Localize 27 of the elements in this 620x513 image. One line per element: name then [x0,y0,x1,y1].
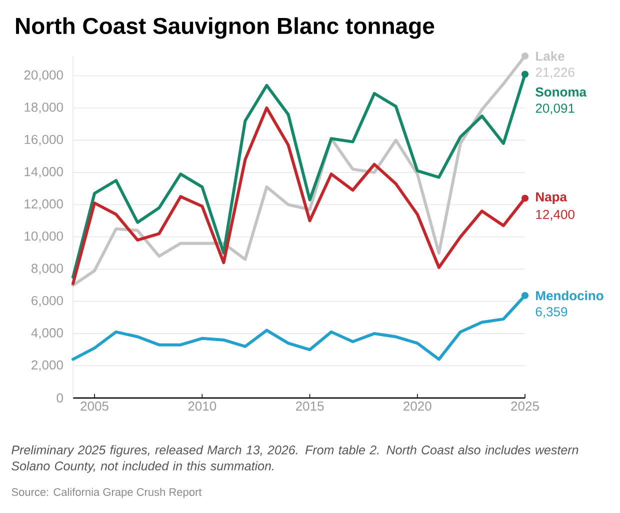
y-tick-label: 6,000 [32,296,63,307]
y-tick-label: 12,000 [24,199,63,210]
y-tick-label: 2,000 [32,360,63,372]
x-tick-label: 2015 [296,402,324,411]
x-tick-label: 2025 [511,402,539,411]
data-label: 6,359 [536,307,568,318]
x-tick-label: 2010 [188,402,216,411]
text: Preliminary 2025 figures, released March 13, 2026. From table 2. North Coast also includes western Solano County, not included in this summation. [12,445,578,473]
source-note: Source: California Grape Crush Report [12,488,202,498]
y-tick-label: 18,000 [24,102,63,114]
y-tick-label: 8,000 [32,264,63,274]
y-tick-label: 20,000 [24,70,63,82]
series-label: Mendocino [536,290,604,300]
series-label: Sonoma [536,87,587,97]
y-tick-label: 0 [56,393,63,403]
chart-title: North Coast Sauvignon Blanc tonnage [16,17,434,39]
series-label: Napa [536,192,568,204]
series-label: Lake [536,51,564,61]
y-tick-label: 14,000 [24,167,63,178]
data-label: 20,091 [536,104,574,114]
y-tick-label: 10,000 [24,232,63,242]
x-tick-label: 2005 [80,402,108,411]
data-label: 21,226 [536,68,574,78]
y-tick-label: 16,000 [24,134,63,146]
y-tick-label: 4,000 [31,328,63,339]
x-tick-label: 2020 [404,402,432,411]
data-label: 12,400 [536,210,574,221]
